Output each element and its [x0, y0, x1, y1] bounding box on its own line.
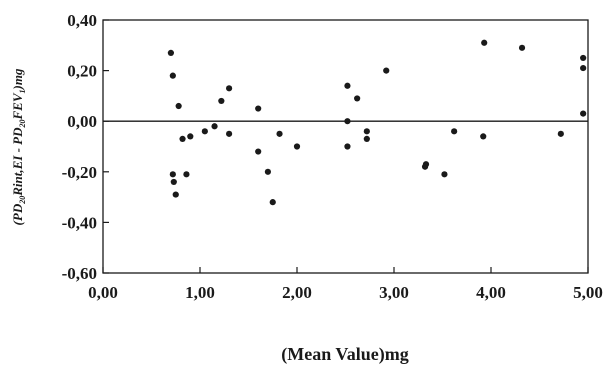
data-point	[580, 54, 587, 62]
data-point	[269, 199, 276, 206]
axis-ticks	[102, 19, 589, 274]
data-point	[518, 44, 526, 51]
data-point	[354, 95, 361, 102]
y-tick-label: 0,20	[67, 62, 97, 81]
data-point	[264, 168, 271, 175]
data-point	[580, 110, 587, 117]
y-tick-label: 0,40	[67, 11, 97, 30]
data-point	[276, 130, 283, 137]
data-point	[187, 133, 194, 140]
data-point	[179, 135, 186, 143]
data-point	[169, 171, 176, 178]
data-point	[441, 171, 448, 178]
x-tick-label: 0,00	[88, 283, 118, 302]
data-point	[383, 67, 390, 74]
x-tick-label: 5,00	[573, 283, 603, 302]
x-tick-label: 4,00	[476, 283, 506, 302]
data-point	[363, 128, 370, 135]
data-point	[344, 118, 351, 125]
data-point	[255, 148, 262, 155]
data-points	[167, 39, 587, 206]
data-point	[422, 161, 430, 168]
data-point	[183, 171, 190, 178]
data-point	[580, 64, 587, 72]
y-tick-label: 0,00	[67, 112, 97, 131]
y-tick-label: -0,40	[62, 213, 97, 232]
data-point	[480, 133, 487, 140]
data-point	[344, 143, 351, 150]
y-axis-label: (PD20Rint,EI - PD20FEV1)mg	[10, 68, 27, 225]
data-point	[293, 143, 301, 150]
data-point	[201, 128, 208, 135]
data-point	[175, 102, 182, 110]
data-point	[211, 123, 218, 130]
plot-frame	[102, 19, 589, 274]
x-tick-label: 1,00	[185, 283, 215, 302]
x-tick-labels: 0,00 1,00 2,00 3,00 4,00 5,00	[88, 283, 603, 302]
data-point	[363, 135, 370, 143]
data-point	[218, 97, 225, 105]
y-tick-label: -0,20	[62, 163, 97, 182]
data-point	[172, 191, 179, 198]
data-point	[226, 130, 233, 137]
data-point	[226, 85, 233, 92]
x-tick-label: 2,00	[282, 283, 312, 302]
data-point	[451, 128, 458, 135]
data-point	[170, 178, 177, 186]
data-point	[255, 105, 262, 112]
y-tick-labels: 0,40 0,20 0,00 -0,20 -0,40 -0,60	[62, 11, 97, 283]
data-point	[167, 49, 174, 56]
data-point	[557, 130, 564, 137]
data-point	[169, 72, 176, 79]
data-point	[481, 39, 488, 46]
y-tick-label: -0,60	[62, 264, 97, 283]
x-tick-label: 3,00	[379, 283, 409, 302]
x-axis-label: (Mean Value)mg	[281, 344, 409, 365]
data-point	[344, 82, 351, 89]
